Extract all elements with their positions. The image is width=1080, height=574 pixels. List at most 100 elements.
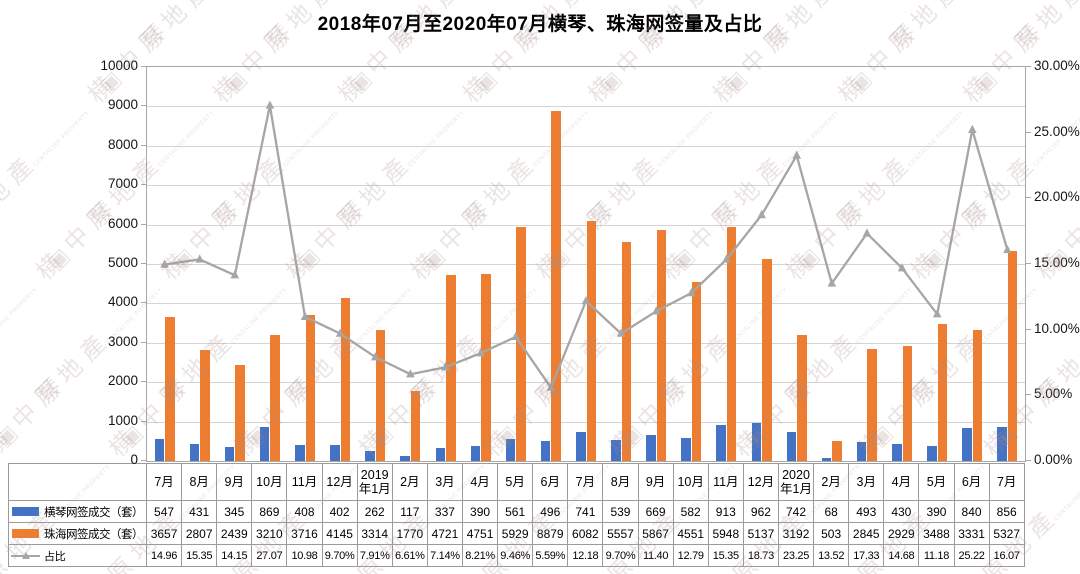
ratio-marker — [511, 331, 521, 340]
month-header-cell: 9月 — [216, 463, 253, 501]
right-axis-tick — [1026, 263, 1031, 264]
left-axis-tick — [141, 144, 146, 146]
chart-title: 2018年07月至2020年07月横琴、珠海网签量及占比 — [317, 14, 763, 35]
ratio-marker — [897, 263, 907, 272]
month-header-cell: 7月 — [988, 463, 1025, 501]
hengqin-value-cell: 856 — [988, 500, 1025, 523]
ratio-value-cell: 14.15 — [216, 544, 253, 567]
left-axis-tick-label: 7000 — [107, 176, 138, 192]
ratio-marker — [968, 124, 977, 133]
zhuhai-value-cell: 5557 — [602, 522, 639, 545]
hengqin-value-cell: 117 — [391, 500, 428, 523]
hengqin-value-cell: 337 — [426, 500, 463, 523]
left-axis-tick — [141, 263, 146, 264]
hengqin-value-cell: 539 — [602, 500, 639, 523]
zhuhai-bar — [270, 334, 280, 461]
zhuhai-value-cell: 5948 — [707, 522, 744, 545]
ratio-line-layer — [160, 100, 1012, 391]
ratio-marker — [265, 100, 275, 109]
right-axis-tick-label: 20.00% — [1034, 189, 1080, 205]
ratio-marker — [476, 348, 485, 357]
hengqin-bar — [681, 438, 691, 461]
hengqin-bar — [646, 434, 656, 461]
ratio-value-cell: 11.40 — [637, 544, 674, 567]
data-table: 7月 8月 9月 10月 11月 12月 2019年1月 2月 3月 4月 5月 6月 7月 8月 9月 10… — [8, 463, 1025, 567]
hengqin-bar — [259, 426, 270, 461]
zhuhai-value-cell: 3192 — [777, 522, 815, 545]
legend-cell-zhuhai-row: 珠海网签成交（套） — [8, 522, 147, 545]
zhuhai-bar — [340, 297, 351, 461]
ratio-value-cell: 12.79 — [672, 544, 709, 567]
zhuhai-bar — [867, 348, 877, 461]
ratio-value-cell: 15.35 — [707, 544, 744, 567]
plot-area — [146, 66, 1026, 462]
ratio-marker — [160, 259, 169, 268]
gridline — [147, 106, 1025, 108]
right-axis-tick-label: 10.00% — [1034, 320, 1080, 336]
left-axis-tick — [141, 66, 146, 67]
hengqin-bar — [576, 431, 586, 461]
hengqin-value-cell: 913 — [707, 500, 744, 523]
zhuhai-bar — [551, 111, 561, 461]
ratio-marker — [932, 309, 942, 318]
month-header-cell: 12月 — [321, 463, 358, 501]
ratio-value-cell: 17.33 — [848, 544, 885, 567]
ratio-value-cell: 7.91% — [356, 544, 393, 567]
hengqin-value-cell: 408 — [286, 500, 323, 523]
ratio-value-cell: 14.68 — [883, 544, 920, 567]
watermark-brand-subtext: CENTALINE PROPERTY — [1032, 109, 1080, 169]
month-header-cell: 10月 — [672, 463, 709, 501]
left-axis-tick-label: 10000 — [100, 58, 138, 73]
ratio-marker — [441, 362, 450, 371]
hengqin-bar — [962, 427, 972, 461]
ratio-value-cell: 12.18 — [567, 544, 604, 567]
zhuhai-bar — [165, 316, 175, 461]
zhuhai-bar — [305, 314, 316, 461]
left-axis-tick-label: 9000 — [107, 97, 138, 113]
watermark-region-text: 横 琴 — [0, 358, 84, 463]
hengqin-bar — [927, 445, 937, 461]
hengqin-bar — [189, 444, 200, 461]
zhuhai-bar — [235, 364, 245, 461]
zhuhai-bar — [586, 221, 596, 461]
month-header-cell: 5月 — [918, 463, 955, 501]
hengqin-value-cell: 547 — [145, 500, 183, 523]
hengqin-value-cell: 390 — [918, 500, 955, 523]
left-axis-tick — [141, 420, 146, 422]
hengqin-bar — [224, 447, 235, 461]
ratio-value-cell: 23.25 — [777, 544, 815, 567]
zhuhai-value-cell: 6082 — [567, 522, 604, 545]
month-header-cell: 6月 — [532, 463, 569, 501]
zhuhai-bar — [902, 345, 913, 461]
gridline — [147, 382, 1025, 384]
table-legend-corner — [8, 463, 147, 501]
hengqin-value-cell: 741 — [567, 500, 604, 523]
hengqin-bar — [400, 456, 410, 461]
hengqin-bar — [435, 447, 446, 461]
right-axis-tick-label: 25.00% — [1034, 123, 1080, 139]
left-axis-tick — [141, 223, 146, 225]
ratio-marker — [335, 328, 345, 337]
zhuhai-bar — [972, 329, 983, 461]
watermark-brand-subtext: CENTALINE PROPERTY — [0, 286, 39, 346]
ratio-marker — [722, 254, 731, 263]
ratio-marker — [827, 278, 837, 287]
zhuhai-bar — [762, 258, 772, 461]
month-header-cell: 7月 — [567, 463, 604, 501]
zhuhai-value-cell: 4751 — [461, 522, 499, 545]
hengqin-value-cell: 431 — [181, 500, 218, 523]
ratio-marker — [370, 352, 380, 361]
hengqin-value-cell: 402 — [321, 500, 358, 523]
ratio-value-cell: 10.98 — [286, 544, 323, 567]
zhuhai-value-cell: 3716 — [286, 522, 323, 545]
ratio-value-cell: 18.73 — [742, 544, 779, 567]
zhuhai-bar — [481, 273, 491, 461]
month-header-cell: 3月 — [848, 463, 885, 501]
month-header-cell: 8月 — [181, 463, 218, 501]
watermark-region-text: 横 琴 — [0, 181, 11, 285]
hengqin-value-cell: 68 — [813, 500, 850, 523]
centaline-logo-mark: ▣ — [43, 244, 74, 275]
month-header-cell: 11月 — [286, 463, 323, 501]
zhuhai-bar — [691, 281, 702, 461]
